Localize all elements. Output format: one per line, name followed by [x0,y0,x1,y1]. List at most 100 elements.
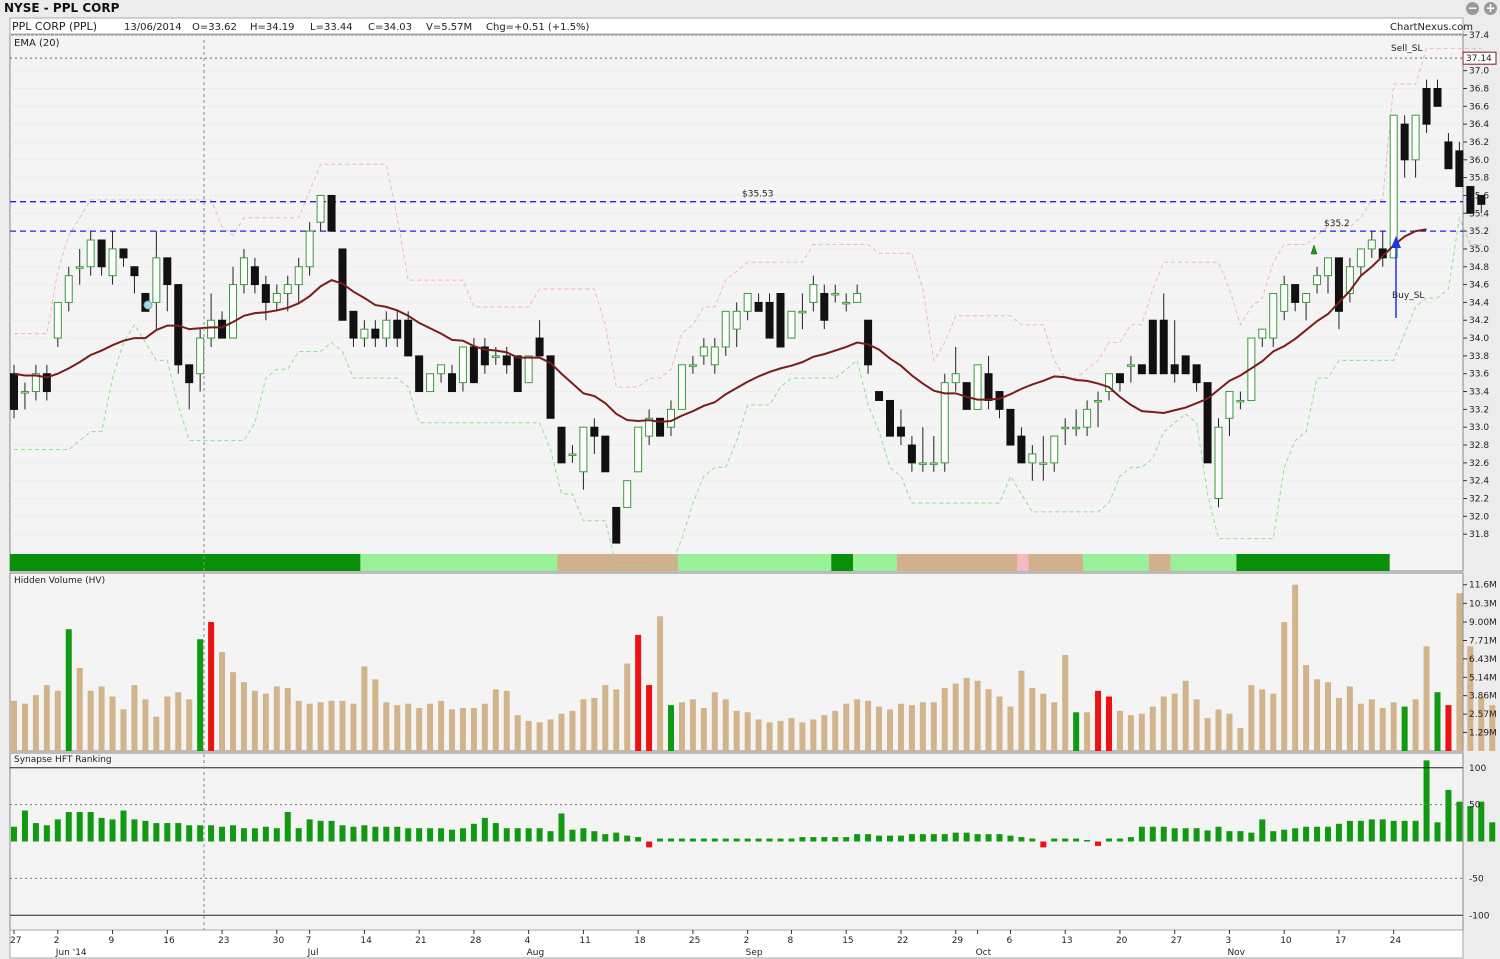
info-bar [9,17,1464,35]
hft-bar [1171,828,1178,842]
volume-tick-label: 11.6M [1469,581,1497,591]
hft-bar [1357,820,1364,842]
volume-bar [1445,705,1452,751]
signal-band-segment [1170,554,1237,571]
candle-body [1028,453,1037,464]
volume-bar [306,703,313,751]
candle-body [579,426,588,473]
price-tick-label: 35.2 [1469,227,1489,237]
hft-bar [744,838,751,842]
volume-bar [843,703,850,751]
candle-body [283,284,292,295]
candle-body [1214,426,1223,500]
signal-band-segment [557,554,678,571]
candle-body [1313,275,1322,286]
candle-body [360,328,369,339]
volume-bar [668,705,674,751]
candle-body [207,319,216,339]
candle-body [1444,141,1453,170]
hft-bar [1226,831,1233,842]
candle-body [1389,114,1398,259]
hft-bar [1314,826,1321,842]
resistance-level-label: $35.53 [742,190,774,200]
buy-stop-label: Buy_SL [1392,291,1424,301]
price-tick-label: 33.4 [1469,388,1489,398]
hft-bar [295,828,302,842]
volume-bar [317,702,324,751]
hft-bar [43,825,50,842]
candle-body [973,364,982,410]
x-month-label: Nov [1227,948,1245,958]
volume-tick-label: 2.57M [1469,710,1497,720]
hft-bar [821,837,828,842]
volume-bar [1007,706,1014,751]
hft-bar [328,820,335,842]
candle-body [64,275,73,303]
high-label: H=34.19 [250,22,295,33]
sell-stop-line [14,47,1482,388]
hft-bar [1478,801,1485,842]
price-tick-label: 37.0 [1469,67,1489,77]
signal-band-segment [677,554,832,571]
volume-bar [492,689,499,751]
x-tick-label: 30 [273,936,285,946]
candle-body [568,453,577,456]
price-tick-label: 34.2 [1469,316,1489,326]
candle-body [918,462,927,465]
volume-bar [11,700,17,751]
minimize-button[interactable]: − [1466,1,1479,15]
candle-body [688,364,697,367]
volume-bar [449,709,455,751]
hft-bar [1401,820,1408,842]
volume-bar [755,719,762,751]
hft-bar [1095,841,1102,846]
volume-bar [1434,692,1441,751]
hft-bar [1390,820,1397,842]
volume-bar [788,718,795,751]
volume-bar [1106,696,1112,751]
hft-bar [799,837,806,842]
signal-band-segment [1236,554,1390,571]
candle-body [875,391,884,401]
candle-body [1367,239,1376,250]
hft-bar [897,835,904,842]
hft-tick-label: 100 [1469,764,1486,774]
volume-tick-label: 10.3M [1469,599,1497,609]
volume-bar [470,708,477,751]
support-level-label: $35.2 [1324,219,1350,229]
candle-body [929,462,938,465]
window-title: NYSE - PPL CORP [4,1,120,15]
low-label: L=33.44 [310,22,353,33]
volume-bar [481,703,488,751]
signal-band-segment [896,554,1018,571]
x-axis-strip [9,929,1464,959]
volume-bar [1379,708,1386,751]
hft-bar [1368,819,1375,842]
candle-body [765,301,774,339]
hft-bar [755,838,762,842]
candle-body [886,399,894,437]
green-buy-arrow [1310,244,1318,255]
volume-bar [1303,665,1310,751]
x-month-label: Sep [746,948,763,958]
candle-body [951,373,960,384]
add-panel-button[interactable]: + [1484,1,1497,15]
hft-bar [635,837,642,842]
price-tick-label: 34.0 [1469,334,1489,344]
price-tick-label: 32.4 [1469,477,1489,487]
volume-bar [438,700,445,751]
candle-body [1170,364,1179,375]
hft-bar [503,828,510,842]
candle-body [480,346,489,366]
x-month-label: Aug [527,948,545,958]
candle-body [940,382,949,464]
candle-body [469,346,478,384]
candle-body [108,248,117,277]
candle-body [437,364,446,375]
volume-bar [678,702,685,751]
candle-body [1083,408,1092,428]
volume-bar [974,680,981,751]
volume-tick-label: 5.14M [1469,673,1497,683]
signal-band-segment [853,554,897,571]
hft-bar [613,832,620,842]
